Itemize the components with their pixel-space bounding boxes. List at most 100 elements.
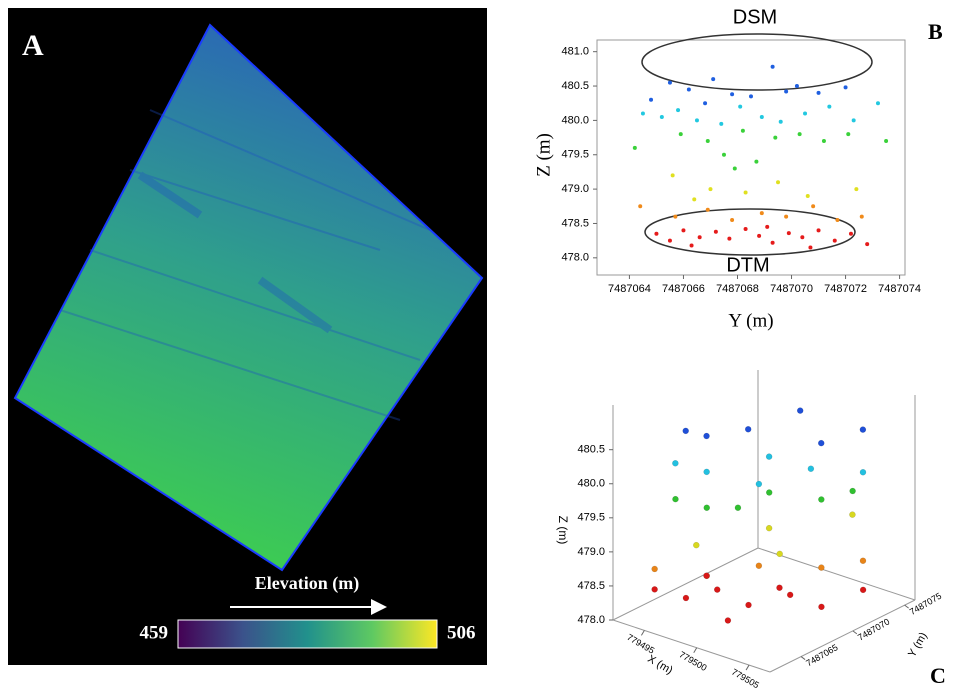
point: [705, 207, 710, 212]
point: [740, 128, 745, 133]
x-axis-label: X (m): [645, 653, 674, 677]
point-3d: [724, 617, 732, 624]
point: [803, 111, 808, 116]
point: [711, 77, 716, 82]
point-3d: [734, 504, 742, 512]
point-3d: [703, 468, 710, 476]
point: [843, 85, 848, 90]
box-3d: [612, 370, 916, 673]
point-3d: [817, 439, 825, 447]
point: [708, 187, 713, 192]
x-tick-label: 7487074: [878, 283, 921, 295]
y-tick-label: 479.5: [561, 149, 589, 161]
point-3d: [703, 432, 710, 440]
point-3d: [672, 495, 679, 503]
point: [743, 190, 748, 195]
point-3d: [744, 426, 752, 433]
point: [732, 166, 737, 171]
point: [721, 152, 726, 157]
point-3d: [807, 465, 815, 472]
x-tick-label: 779505: [730, 667, 761, 691]
point: [640, 111, 645, 116]
y-axis-label: Z (m): [533, 133, 554, 177]
y-tick-label: 479.0: [561, 183, 589, 195]
x-tick-label: 7487064: [608, 283, 651, 295]
point-3d: [682, 594, 690, 602]
point: [670, 173, 675, 178]
point: [727, 236, 732, 241]
point: [832, 238, 837, 243]
point-3d: [755, 562, 763, 570]
colorbar-label: Elevation (m): [255, 573, 359, 594]
x-tick: [693, 647, 698, 653]
point-3d: [818, 564, 825, 571]
point: [821, 139, 826, 144]
point-3d: [776, 584, 783, 592]
point: [649, 97, 654, 102]
panel-label: C: [930, 663, 946, 688]
point-3d: [818, 603, 825, 611]
point: [692, 197, 697, 202]
point: [757, 233, 762, 238]
point: [754, 159, 759, 164]
point: [848, 231, 853, 236]
elevation-raster: [13, 23, 484, 572]
point: [854, 187, 859, 192]
point: [738, 104, 743, 109]
point: [765, 224, 770, 229]
point: [678, 132, 683, 137]
point: [816, 90, 821, 95]
point-3d: [849, 511, 856, 518]
x-tick: [745, 664, 750, 671]
colorbar: [177, 619, 438, 649]
point: [859, 214, 864, 219]
point: [770, 64, 775, 69]
point: [784, 214, 789, 219]
point-3d: [755, 480, 763, 488]
point-3d: [765, 453, 773, 460]
point-3d: [682, 427, 689, 435]
y-tick: [800, 656, 806, 660]
point: [749, 94, 753, 99]
y-tick-label: 478.5: [561, 217, 589, 229]
x-tick-label: 7487072: [824, 283, 867, 295]
plot-frame: [596, 39, 906, 276]
point: [681, 228, 686, 233]
point-3d: [693, 541, 700, 549]
point: [800, 235, 805, 240]
point: [794, 84, 799, 89]
point: [673, 214, 678, 219]
point: [778, 119, 783, 124]
point: [835, 218, 840, 223]
point-3d: [703, 572, 710, 579]
colorbar-max: 506: [447, 622, 476, 643]
z-tick-label: 479.5: [577, 512, 605, 524]
point: [686, 87, 691, 92]
x-tick-label: 7487068: [716, 283, 759, 295]
point: [638, 204, 643, 209]
point: [659, 114, 664, 119]
z-tick-label: 478.5: [577, 580, 605, 592]
z-tick-label: 478.0: [577, 614, 605, 626]
y-tick: [904, 604, 909, 609]
point: [797, 132, 802, 137]
annotation: DSM: [733, 6, 777, 28]
z-tick-label: 480.5: [577, 444, 605, 456]
point: [811, 204, 816, 209]
panel-label: B: [928, 19, 943, 44]
x-tick-label: 7487070: [770, 283, 813, 295]
colorbar-min: 459: [140, 622, 169, 643]
point: [884, 139, 889, 144]
point: [851, 118, 856, 123]
point: [865, 242, 870, 247]
point-3d: [651, 565, 658, 573]
point: [667, 238, 672, 243]
point-3d: [765, 489, 773, 496]
y-tick-label: 7487075: [908, 591, 943, 617]
point-3d: [796, 407, 804, 414]
point-3d: [745, 601, 752, 609]
point-3d: [672, 460, 679, 467]
x-axis-label: Y (m): [728, 310, 773, 331]
